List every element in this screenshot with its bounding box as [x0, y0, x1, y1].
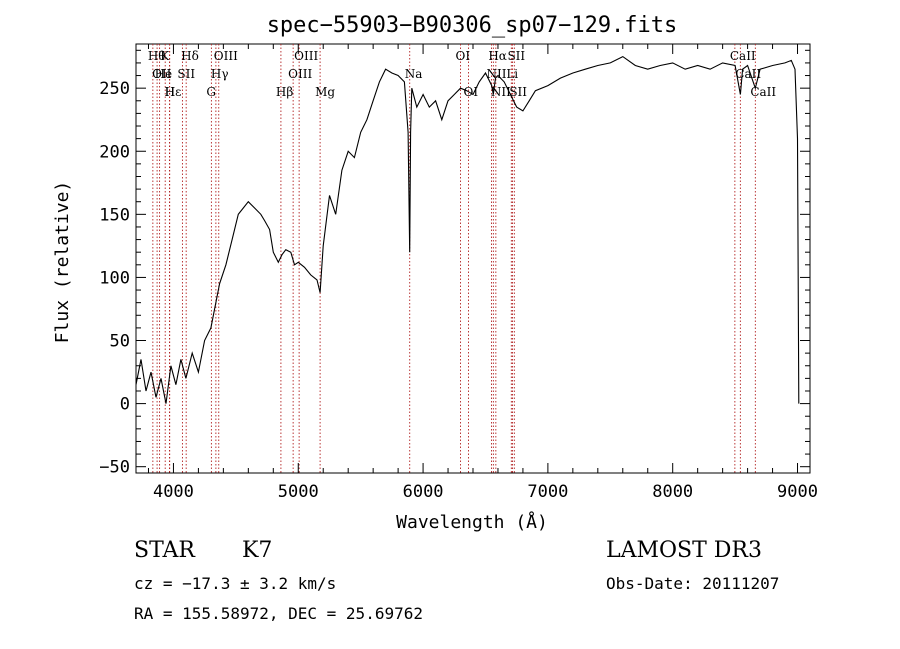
- line-marker-label: Hθ: [148, 49, 166, 63]
- object-class: STAR: [134, 538, 195, 563]
- line-marker-label: H: [164, 85, 174, 99]
- line-marker-label: NII: [486, 67, 506, 81]
- line-marker-label: Mg: [315, 85, 335, 99]
- line-marker-label: G: [206, 85, 216, 99]
- x-tick-label: 6000: [403, 482, 444, 502]
- chart-title: spec−55903−B90306_sp07−129.fits: [267, 13, 678, 38]
- y-tick-label: 150: [99, 205, 130, 225]
- line-marker-label: SII: [177, 67, 195, 81]
- line-marker-label: OIII: [294, 49, 318, 63]
- line-marker-label: Hδ: [181, 49, 199, 63]
- line-marker-label: Na: [405, 67, 423, 81]
- y-tick-label: 0: [120, 395, 130, 415]
- line-marker-label: OIII: [214, 49, 238, 63]
- line-marker-label: SII: [507, 49, 525, 63]
- flux-series-line: [135, 55, 800, 404]
- line-marker-label: Hγ: [211, 67, 229, 81]
- redshift-cz: cz = −17.3 ± 3.2 km/s: [134, 574, 337, 593]
- object-subclass: K7: [242, 538, 273, 563]
- y-tick-label: 100: [99, 268, 130, 288]
- observation-date: Obs-Date: 20111207: [606, 574, 780, 593]
- line-marker-label: OI: [456, 49, 471, 63]
- line-marker-label: Hβ: [276, 85, 293, 99]
- x-axis-label: Wavelength (Å): [396, 511, 548, 533]
- line-marker-label: NII: [491, 85, 511, 99]
- line-marker-label: OI: [464, 85, 479, 99]
- y-axis-label: Flux (relative): [52, 181, 73, 344]
- y-tick-label: 50: [110, 332, 130, 352]
- x-tick-label: 9000: [777, 482, 818, 502]
- x-tick-label: 5000: [278, 482, 319, 502]
- y-tick-label: −50: [99, 458, 130, 478]
- y-tick-label: 250: [99, 79, 130, 99]
- line-marker-label: Hα: [488, 49, 507, 63]
- y-axis-ticks: −50 0 50 100 150 200 250: [99, 49, 810, 478]
- line-marker-label: CaII: [750, 85, 776, 99]
- line-marker-label: CaII: [730, 49, 756, 63]
- line-marker-label: Hε: [165, 85, 182, 99]
- coordinates: RA = 155.58972, DEC = 25.69762: [134, 604, 423, 623]
- x-tick-label: 8000: [652, 482, 693, 502]
- line-marker-label: OII: [152, 67, 172, 81]
- spectral-line-markers: [152, 44, 756, 473]
- x-tick-label: 4000: [153, 482, 194, 502]
- line-marker-label: SII: [509, 85, 527, 99]
- line-marker-label: K: [160, 49, 170, 63]
- survey-name: LAMOST DR3: [606, 538, 762, 563]
- spectral-line-labels: HθOIIHeKHHεSIIHδGHγOIIIHβOIIIOIIIMgNaOIO…: [148, 49, 777, 99]
- x-tick-label: 7000: [527, 482, 568, 502]
- y-tick-label: 200: [99, 142, 130, 162]
- plot-frame: [135, 43, 811, 474]
- line-marker-label: Li: [506, 67, 518, 81]
- line-marker-label: He: [155, 67, 173, 81]
- line-marker-label: OIII: [288, 67, 312, 81]
- x-axis-ticks: 4000 5000 6000 7000 8000 9000: [147, 44, 818, 502]
